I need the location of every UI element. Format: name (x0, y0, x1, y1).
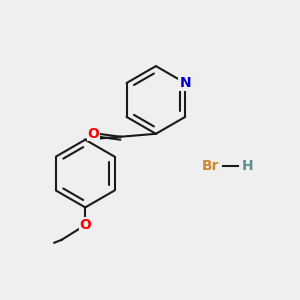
Text: O: O (87, 127, 99, 141)
Text: Br: Br (202, 159, 219, 173)
Text: O: O (79, 218, 91, 232)
Text: N: N (179, 76, 191, 90)
Text: H: H (242, 159, 254, 173)
